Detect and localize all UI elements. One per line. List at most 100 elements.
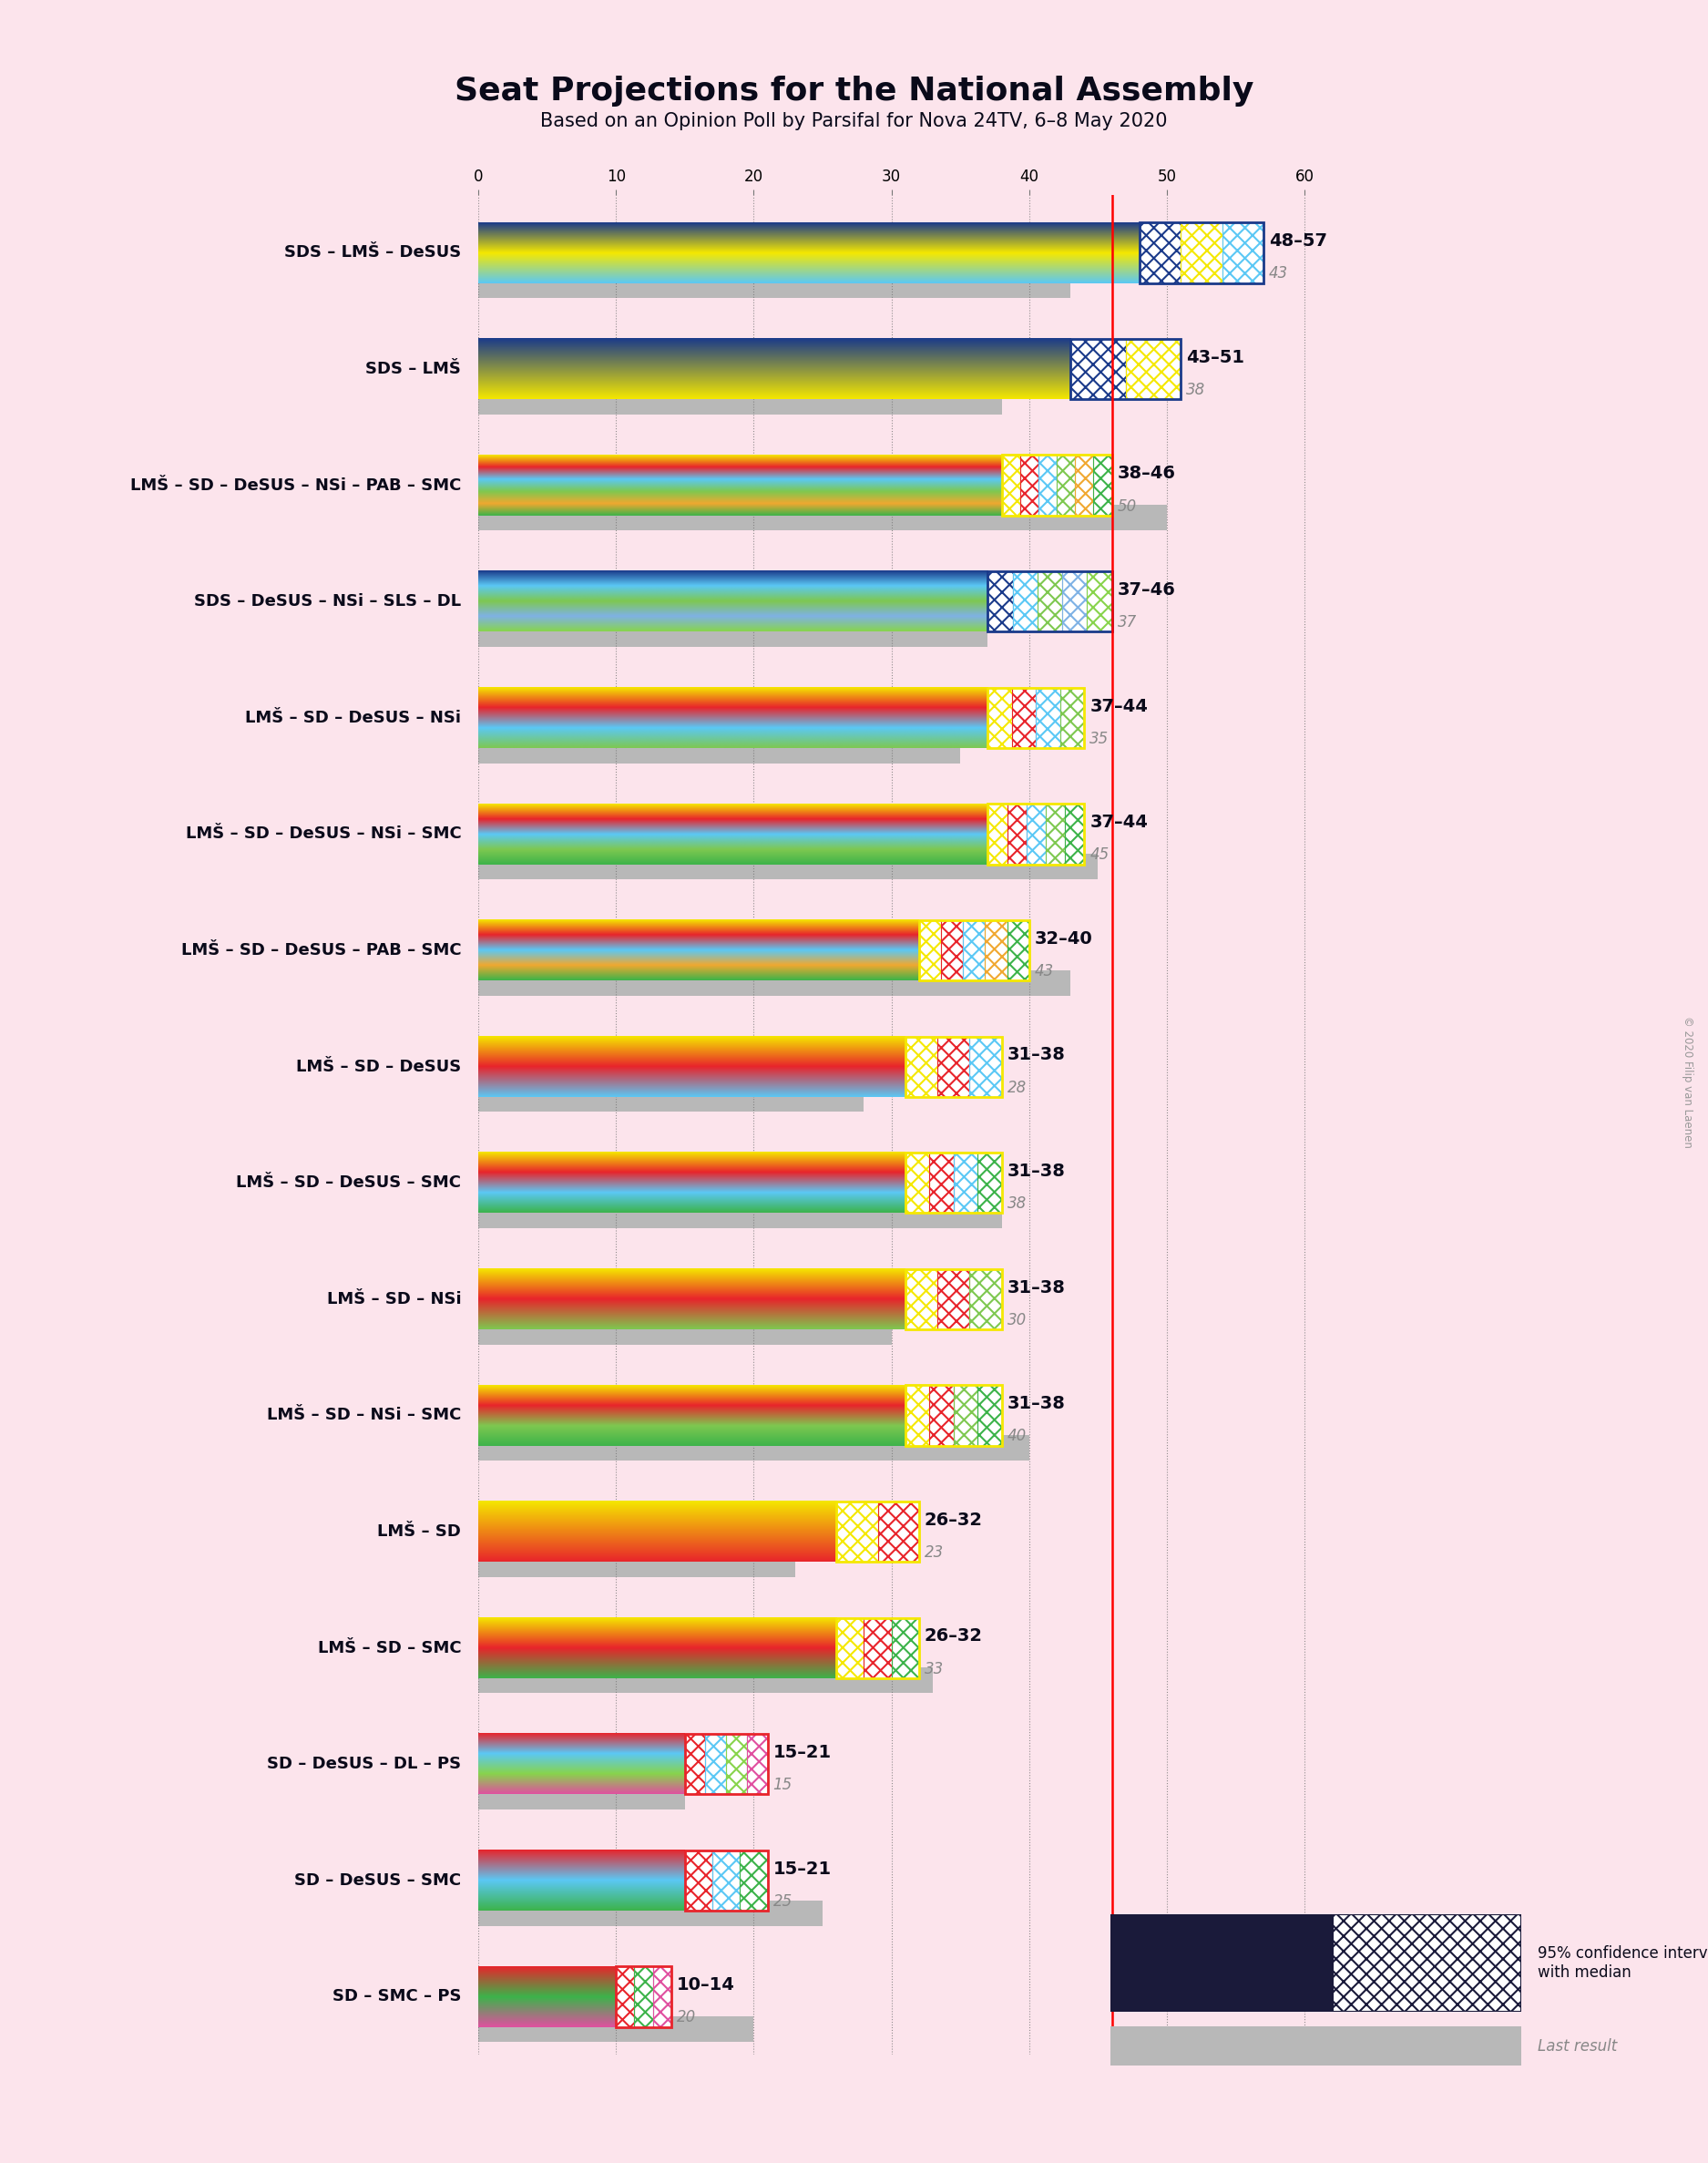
Bar — [705, 1735, 726, 1795]
Bar — [617, 1966, 634, 2027]
Text: Seat Projections for the National Assembly: Seat Projections for the National Assemb… — [454, 76, 1254, 106]
Text: 37–46: 37–46 — [1117, 582, 1175, 599]
Bar — [478, 273, 1071, 298]
Bar — [634, 1966, 652, 2027]
Bar — [987, 805, 1008, 865]
Text: 31–38: 31–38 — [1008, 1395, 1066, 1412]
Bar — [905, 1036, 1001, 1097]
Text: 10–14: 10–14 — [676, 1977, 734, 1994]
Text: 15–21: 15–21 — [774, 1860, 832, 1877]
Text: LMŠ – SD – SMC: LMŠ – SD – SMC — [318, 1640, 461, 1657]
Bar — [478, 1436, 1030, 1460]
Bar — [905, 1384, 929, 1445]
Bar — [1062, 571, 1086, 632]
Bar — [977, 1153, 1001, 1213]
Text: 26–32: 26–32 — [924, 1512, 982, 1529]
Text: LMŠ – SD – NSi: LMŠ – SD – NSi — [326, 1291, 461, 1306]
Bar — [1071, 340, 1180, 400]
Bar — [929, 1384, 953, 1445]
Bar — [617, 1966, 671, 2027]
Bar — [1066, 805, 1085, 865]
Bar — [837, 1618, 919, 1678]
Bar — [1045, 805, 1066, 865]
Bar — [953, 1153, 977, 1213]
Text: 45: 45 — [1090, 848, 1108, 863]
Text: 31–38: 31–38 — [1008, 1162, 1066, 1181]
Bar — [905, 1036, 938, 1097]
Bar — [1011, 688, 1037, 748]
Bar — [478, 1086, 864, 1112]
Text: LMŠ – SD: LMŠ – SD — [377, 1523, 461, 1540]
Bar — [941, 919, 963, 980]
Bar — [478, 1901, 823, 1925]
Text: LMŠ – SD – DeSUS – SMC: LMŠ – SD – DeSUS – SMC — [236, 1175, 461, 1192]
Bar — [478, 1551, 794, 1577]
Bar — [1008, 805, 1027, 865]
Text: 37–44: 37–44 — [1090, 696, 1148, 716]
Text: 50: 50 — [1117, 497, 1138, 515]
Text: SD – DeSUS – DL – PS: SD – DeSUS – DL – PS — [266, 1756, 461, 1771]
Text: LMŠ – SD – NSi – SMC: LMŠ – SD – NSi – SMC — [266, 1408, 461, 1423]
Bar — [1057, 454, 1074, 515]
Bar — [478, 389, 1001, 415]
Bar — [987, 805, 1085, 865]
Bar — [837, 1618, 864, 1678]
Bar — [905, 1270, 938, 1330]
Bar — [740, 1849, 767, 1910]
Text: LMŠ – SD – DeSUS – NSi – SMC: LMŠ – SD – DeSUS – NSi – SMC — [186, 826, 461, 841]
Text: 43: 43 — [1035, 963, 1054, 980]
Bar — [864, 1618, 892, 1678]
Bar — [1020, 454, 1038, 515]
Bar — [987, 805, 1085, 865]
Text: LMŠ – SD – DeSUS: LMŠ – SD – DeSUS — [295, 1058, 461, 1075]
Bar — [685, 1735, 767, 1795]
Bar — [919, 919, 1030, 980]
Bar — [1180, 223, 1221, 283]
Text: 25: 25 — [774, 1893, 793, 1910]
Bar — [837, 1501, 919, 1562]
Bar — [478, 506, 1167, 530]
Bar — [977, 1384, 1001, 1445]
Bar — [712, 1849, 740, 1910]
Text: LMŠ – SD – DeSUS – NSi – PAB – SMC: LMŠ – SD – DeSUS – NSi – PAB – SMC — [130, 478, 461, 493]
Bar — [892, 1618, 919, 1678]
Bar — [987, 688, 1011, 748]
Bar — [685, 1735, 705, 1795]
Text: 38–46: 38–46 — [1117, 465, 1175, 482]
Text: Last result: Last result — [1539, 2038, 1617, 2055]
Bar — [970, 1036, 1001, 1097]
Text: 32–40: 32–40 — [1035, 930, 1093, 947]
Text: 33: 33 — [924, 1661, 945, 1676]
Bar — [1001, 454, 1112, 515]
Text: 37–44: 37–44 — [1090, 813, 1148, 831]
Bar — [1074, 454, 1093, 515]
Bar — [1071, 340, 1180, 400]
Text: 23: 23 — [924, 1544, 945, 1562]
Text: 35: 35 — [1090, 731, 1108, 746]
Bar — [478, 854, 1098, 880]
Bar — [617, 1966, 671, 2027]
Bar — [905, 1270, 1001, 1330]
Text: SDS – LMŠ: SDS – LMŠ — [366, 361, 461, 376]
Bar — [905, 1153, 1001, 1213]
Bar — [1086, 571, 1112, 632]
Bar — [1139, 223, 1264, 283]
Bar — [1001, 454, 1020, 515]
Bar — [905, 1270, 1001, 1330]
Bar — [478, 971, 1071, 995]
Text: 43: 43 — [1269, 266, 1288, 281]
Bar — [1139, 223, 1264, 283]
Bar — [905, 1153, 929, 1213]
Bar — [478, 1203, 1001, 1229]
Bar — [878, 1501, 919, 1562]
Bar — [478, 2016, 753, 2042]
Text: LMŠ – SD – DeSUS – PAB – SMC: LMŠ – SD – DeSUS – PAB – SMC — [181, 943, 461, 958]
Bar — [1061, 688, 1085, 748]
Bar — [685, 1735, 767, 1795]
Bar — [478, 621, 987, 647]
Bar — [837, 1501, 878, 1562]
Text: SD – SMC – PS: SD – SMC – PS — [333, 1988, 461, 2005]
Bar — [987, 571, 1112, 632]
Bar — [1008, 919, 1030, 980]
Text: 28: 28 — [1008, 1079, 1027, 1097]
